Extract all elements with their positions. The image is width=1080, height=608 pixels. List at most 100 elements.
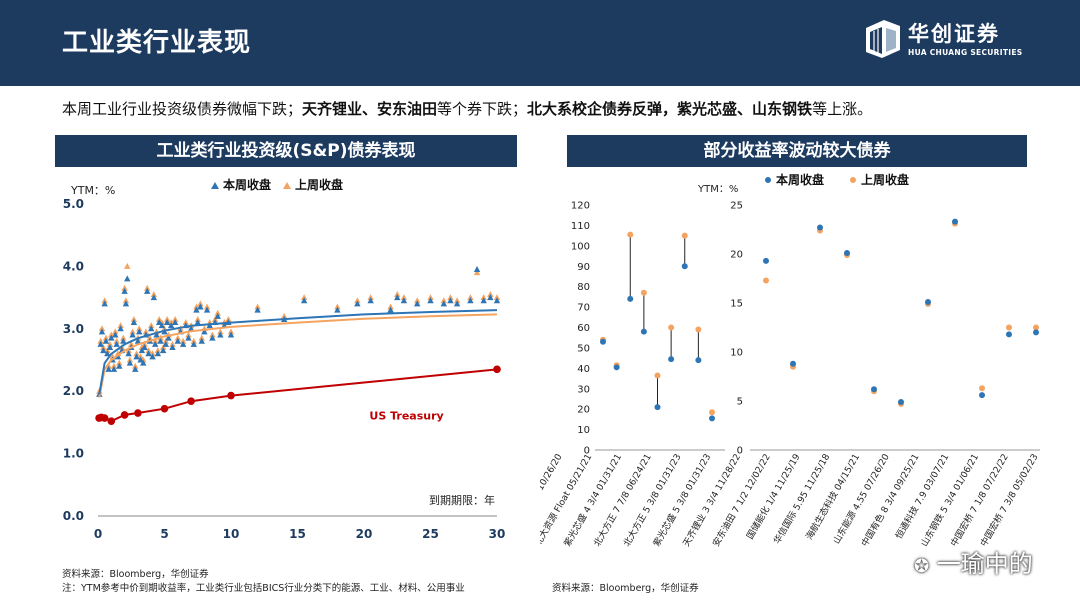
point-this-week: [117, 325, 124, 332]
point-last-week: [709, 409, 715, 416]
bond-label: 国储能化 1/4 11/25/19: [744, 451, 803, 541]
bond-label: 海航生态科技 04/15/21: [803, 452, 862, 542]
point-last-week: [354, 297, 361, 304]
point-this-week: [159, 347, 167, 354]
right-panel-title: 部分收益率波动较大债券: [567, 135, 1027, 167]
point-this-week: [334, 306, 341, 313]
point-last-week: [112, 328, 119, 335]
point-last-week: [209, 331, 216, 338]
point-last-week: [98, 325, 106, 332]
point-last-week: [113, 337, 120, 344]
point-this-week: [1033, 329, 1039, 336]
point-last-week: [225, 315, 232, 322]
point-last-week: [97, 337, 104, 344]
point-this-week: [979, 392, 985, 399]
point-last-week: [427, 294, 434, 301]
point-last-week: [681, 232, 688, 239]
point-last-week: [190, 337, 197, 344]
point-this-week: [138, 347, 146, 354]
point-last-week: [122, 297, 130, 304]
point-this-week: [354, 300, 361, 307]
point-this-week: [145, 350, 152, 357]
point-last-week: [130, 315, 138, 322]
point-this-week: [209, 334, 216, 341]
point-this-week: [387, 306, 394, 313]
point-this-week: [154, 350, 162, 357]
x-tick-label: 30: [489, 527, 506, 541]
point-last-week: [487, 290, 494, 297]
right-y-tick-label: 10: [730, 348, 743, 359]
point-last-week: [440, 297, 447, 304]
treasury-point: [134, 409, 142, 417]
point-last-week: [136, 325, 143, 332]
point-this-week: [394, 294, 401, 301]
y-tick-label: 4.0: [63, 259, 84, 273]
treasury-point: [187, 397, 195, 405]
point-this-week: [100, 347, 107, 354]
point-last-week: [121, 284, 128, 291]
point-this-week: [110, 365, 118, 372]
point-this-week: [367, 297, 374, 304]
left-y-tick-label: 40: [577, 364, 590, 375]
point-last-week: [144, 284, 151, 291]
point-this-week: [185, 334, 192, 341]
point-this-week: [101, 300, 108, 307]
point-this-week: [98, 328, 106, 335]
point-this-week: [467, 297, 474, 304]
point-last-week: [116, 359, 123, 366]
treasury-annotation: US Treasury: [369, 409, 443, 422]
treasury-point: [227, 391, 235, 400]
logo-text-en: HUA CHUANG SECURITIES: [908, 48, 1023, 57]
point-last-week: [185, 331, 192, 338]
bond-label: 山东钢铁 5 3/4 01/06/21: [918, 452, 981, 549]
bond-label: 恒通科技 7.9 03/07/21: [893, 452, 952, 542]
point-this-week: [148, 325, 155, 332]
point-this-week: [194, 319, 201, 326]
point-this-week: [613, 364, 620, 371]
point-this-week: [198, 337, 205, 344]
point-last-week: [640, 289, 647, 296]
point-this-week: [105, 365, 112, 372]
point-this-week: [1006, 331, 1012, 338]
point-last-week: [133, 350, 140, 357]
point-last-week: [627, 231, 634, 238]
point-last-week: [117, 322, 124, 329]
point-this-week: [144, 287, 151, 294]
legend-label-last-week: 上周收盘: [861, 172, 909, 187]
point-this-week: [400, 297, 408, 304]
fit-line-last-week: [98, 313, 498, 398]
treasury-point: [100, 414, 109, 422]
bond-label: 中国宏桥 7 3/8 05/02/23: [978, 452, 1041, 549]
point-this-week: [108, 334, 115, 341]
bond-label: 紫光芯盛 4 3/4 01/31/21: [561, 452, 624, 549]
point-this-week: [155, 319, 163, 326]
legend-marker-last-week: [283, 182, 291, 189]
y-axis-label: YTM：%: [697, 184, 738, 195]
point-last-week: [198, 334, 205, 341]
bond-label: 紫光芯盛 5 3/8 01/31/23: [650, 452, 713, 549]
x-tick-label: 20: [356, 527, 373, 541]
point-last-week: [214, 309, 221, 316]
point-this-week: [149, 353, 156, 360]
cube-logo-icon: [866, 20, 900, 58]
point-this-week: [112, 331, 119, 338]
point-this-week: [925, 299, 931, 306]
x-axis-label: 到期期限：年: [429, 493, 495, 507]
bond-label: 天齐锂业 3 3/4 11/28/22: [680, 452, 743, 549]
point-this-week: [133, 353, 140, 360]
left-y-tick-label: 80: [577, 282, 590, 293]
point-last-week: [169, 340, 176, 347]
left-y-tick-label: 70: [577, 303, 590, 314]
point-this-week: [254, 306, 261, 313]
point-last-week: [453, 297, 461, 304]
legend-marker-last-week: [850, 177, 856, 183]
point-this-week: [414, 300, 421, 307]
point-last-week: [473, 269, 481, 276]
point-this-week: [201, 328, 208, 335]
point-this-week: [106, 344, 114, 351]
point-last-week: [150, 290, 158, 297]
point-last-week: [145, 347, 152, 354]
right-source: 资料来源：Bloomberg，华创证券: [552, 583, 699, 594]
point-last-week: [394, 290, 401, 297]
y-tick-label: 0.0: [63, 509, 84, 523]
